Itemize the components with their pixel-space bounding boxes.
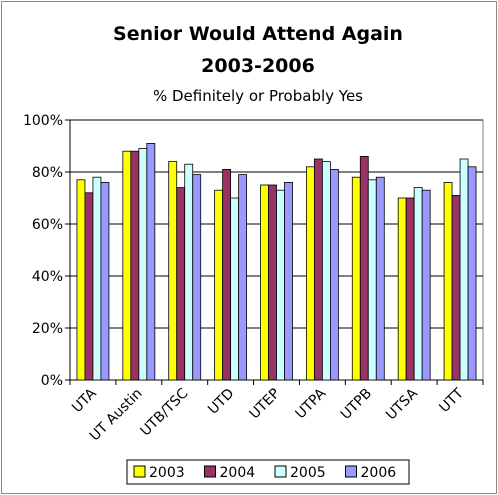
- bar-2006-utsa: [421, 189, 431, 381]
- bar-2003-utpa: [305, 166, 315, 381]
- x-tick-label: UTEP: [246, 386, 283, 423]
- x-tick-label: UTPB: [338, 386, 375, 423]
- x-tick-label: UTPA: [292, 385, 329, 422]
- bar-2004-utpa: [313, 158, 323, 381]
- bar-2006-uta: [100, 181, 110, 381]
- y-tick-label: 40%: [32, 269, 63, 285]
- bar-2006-utpa: [329, 168, 339, 381]
- bar-2005-ut-austin: [138, 148, 148, 381]
- chart-title: Senior Would Attend Again: [113, 23, 403, 45]
- bar-2003-utt: [443, 181, 453, 381]
- legend-label-2003: 2003: [149, 465, 185, 481]
- chart-subtitle-years: 2003-2006: [201, 55, 315, 77]
- bar-2006-utd: [238, 174, 248, 381]
- y-tick-label: 60%: [32, 217, 63, 233]
- bar-2005-utb-tsc: [184, 163, 194, 381]
- bar-2006-utep: [284, 181, 293, 381]
- bar-2003-utpb: [351, 176, 361, 381]
- legend-label-2004: 2004: [220, 465, 256, 481]
- bar-2006-utpb: [375, 176, 385, 381]
- bar-2006-utt: [467, 166, 477, 381]
- bar-2004-uta: [84, 192, 94, 381]
- bar-2004-utsa: [405, 197, 415, 381]
- legend-swatch-2006: [345, 465, 357, 478]
- bar-2003-ut-austin: [122, 150, 132, 381]
- chart-subtitle: % Definitely or Probably Yes: [153, 87, 363, 105]
- bar-2004-utep: [268, 184, 277, 381]
- legend-swatch-2005: [274, 465, 287, 478]
- bar-2003-uta: [76, 179, 86, 381]
- bar-2003-utsa: [397, 197, 407, 381]
- bar-2005-utpa: [321, 161, 331, 381]
- y-tick-label: 80%: [32, 165, 63, 181]
- bar-2006-ut-austin: [146, 142, 156, 381]
- legend-label-2005: 2005: [290, 465, 326, 481]
- bar-2003-utep: [260, 184, 269, 381]
- bar-2005-utpb: [367, 179, 377, 381]
- bar-2005-utep: [276, 189, 285, 381]
- bar-2005-utd: [230, 197, 240, 381]
- bar-2004-utb-tsc: [176, 187, 186, 381]
- legend-swatch-2004: [204, 465, 216, 478]
- bar-2005-uta: [92, 176, 102, 381]
- y-tick-label: 20%: [32, 321, 63, 337]
- x-tick-label: UTB/TSC: [138, 385, 192, 439]
- x-tick-label: UTA: [69, 385, 100, 416]
- bar-2003-utd: [214, 189, 224, 381]
- y-tick-label: 0%: [41, 373, 63, 389]
- x-tick-label: UTT: [436, 385, 467, 416]
- bar-2005-utsa: [413, 187, 423, 381]
- bar-2006-utb-tsc: [192, 174, 202, 381]
- bar-2004-ut-austin: [130, 150, 140, 381]
- bar-2004-utd: [222, 168, 232, 381]
- y-tick-label: 100%: [23, 113, 63, 129]
- legend-swatch-2003: [133, 465, 146, 478]
- bar-2004-utpb: [359, 155, 369, 381]
- bar-2003-utb-tsc: [168, 161, 178, 381]
- x-tick-label: UTD: [205, 386, 237, 418]
- bar-2004-utt: [451, 194, 461, 381]
- x-tick-label: UTSA: [383, 385, 421, 423]
- bar-2005-utt: [459, 158, 469, 381]
- legend-label-2006: 2006: [361, 465, 397, 481]
- legend-box: [126, 459, 410, 485]
